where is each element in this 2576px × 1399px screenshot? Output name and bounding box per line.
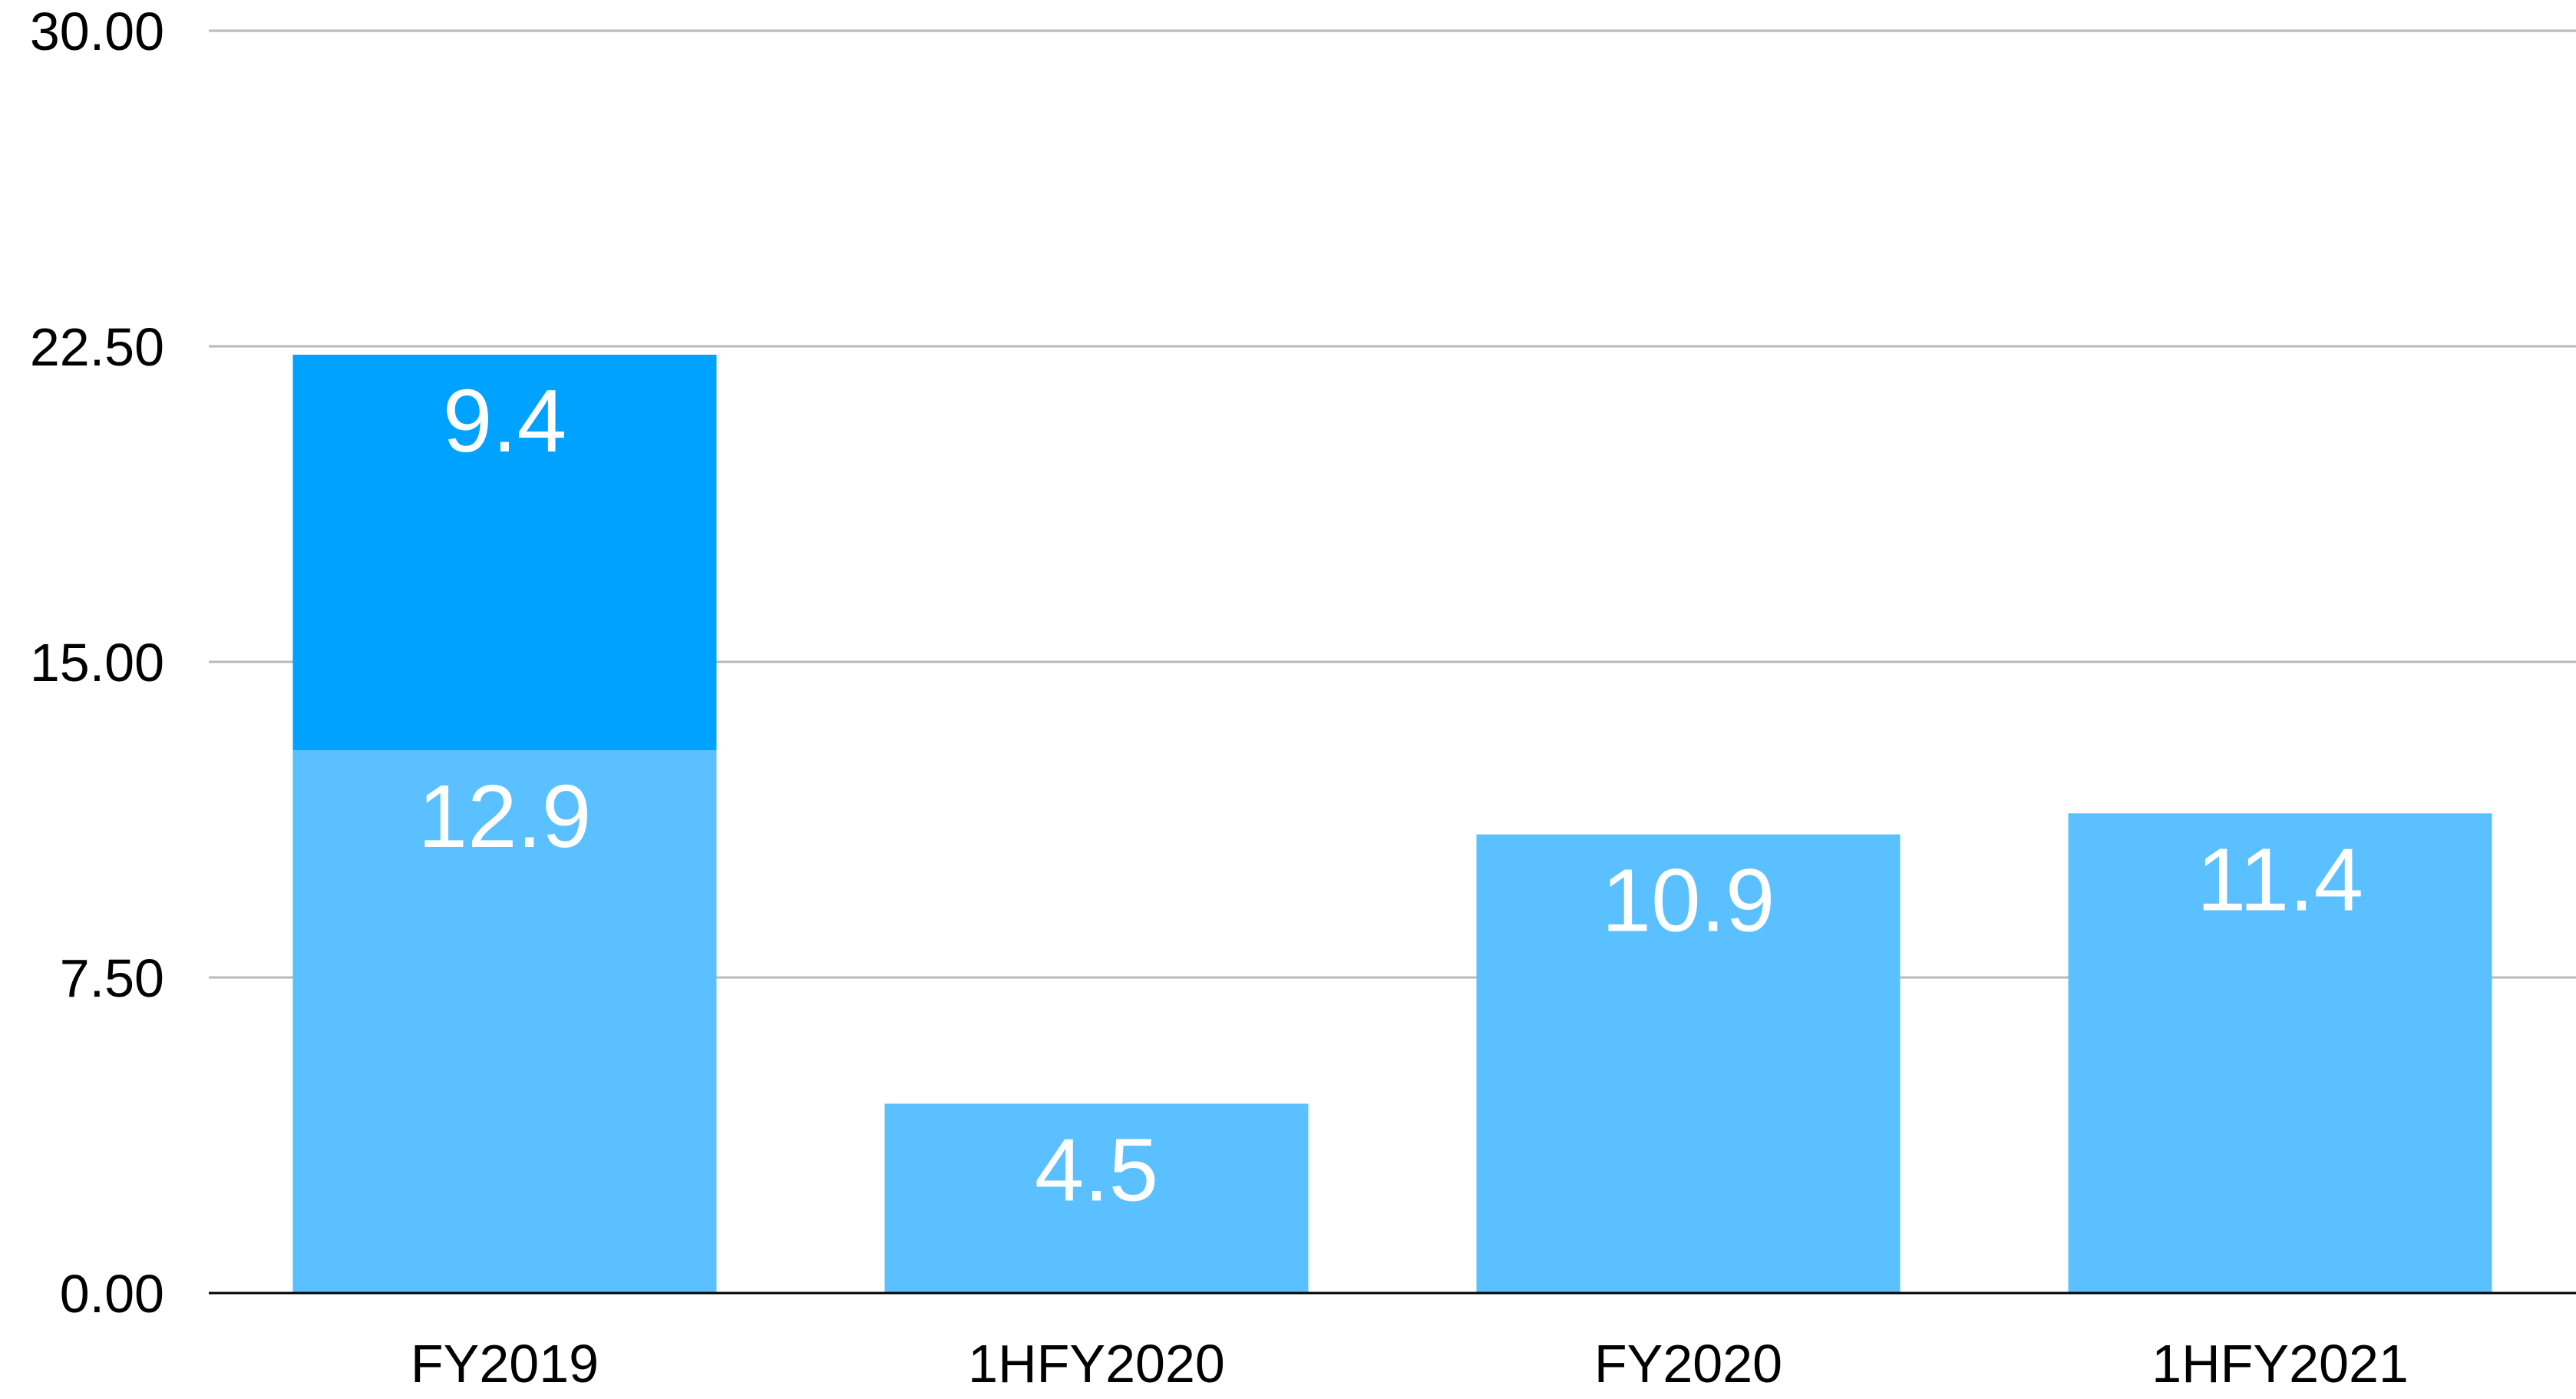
y-tick-label: 30.00: [30, 2, 164, 61]
bar-segment: [292, 354, 717, 751]
x-tick-label: FY2020: [1594, 1334, 1782, 1394]
x-tick-label: 1HFY2021: [2152, 1334, 2409, 1394]
data-label: 4.5: [1035, 1120, 1158, 1219]
x-tick-label: 1HFY2020: [968, 1334, 1225, 1394]
bar-segment: [884, 1103, 1309, 1293]
data-label: 10.9: [1602, 851, 1775, 951]
y-tick-label: 0.00: [60, 1264, 164, 1324]
labels: 0.00 7.50 15.00 22.50 30.00 12.9 9.4 FY2019 4.5 1…: [30, 2, 2409, 1394]
y-tick-label: 15.00: [30, 633, 164, 693]
data-label: 11.4: [2197, 829, 2363, 929]
x-tick-label: FY2019: [411, 1334, 599, 1394]
y-tick-label: 7.50: [60, 948, 164, 1008]
bars: [292, 354, 2492, 1293]
data-label: 12.9: [418, 766, 592, 866]
data-label: 9.4: [443, 371, 566, 471]
bar-segment: [1476, 834, 1901, 1293]
y-tick-label: 22.50: [30, 317, 164, 377]
bar-segment: [292, 750, 717, 1293]
bar-segment: [2068, 813, 2492, 1293]
